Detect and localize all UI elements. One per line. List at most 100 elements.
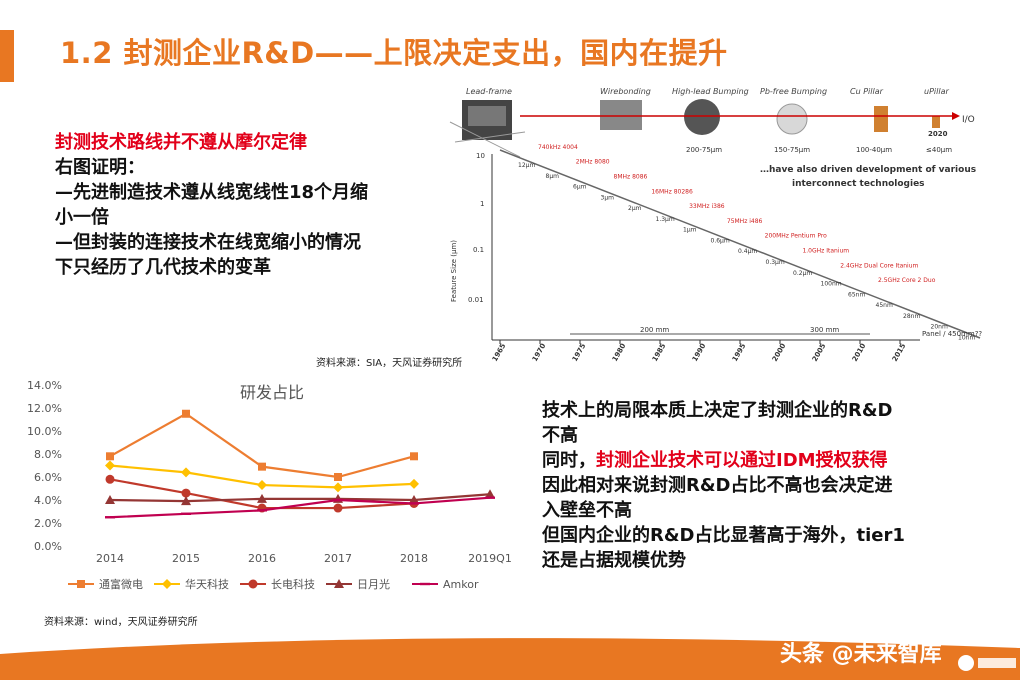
- feature-size-label: 0.4μm: [738, 248, 757, 255]
- cu-pillar-image: [874, 106, 888, 132]
- data-point: [181, 488, 191, 498]
- feature-size-label: 0.2μm: [793, 270, 812, 277]
- io-arrowhead: [952, 112, 960, 120]
- data-point: [410, 452, 418, 461]
- series-line: [109, 493, 491, 503]
- data-point: [258, 462, 266, 471]
- data-point: [409, 495, 419, 504]
- y-tick-label: 10.0%: [27, 425, 62, 438]
- legend-marker: [420, 582, 430, 586]
- legend-marker: [77, 580, 85, 588]
- x-tick-label: 1970: [531, 342, 548, 363]
- left-line: —先进制造技术遵从线宽线性18个月缩: [55, 182, 369, 203]
- year-2020: 2020: [928, 130, 948, 138]
- right-line: 入壁垒不高: [542, 500, 632, 521]
- left-line: 小一倍: [55, 207, 109, 228]
- y-tick-label: 8.0%: [34, 448, 62, 461]
- wafer-label: 300 mm: [810, 326, 839, 334]
- legend-label: 通富微电: [99, 577, 143, 591]
- left-line: 右图证明：: [55, 157, 145, 178]
- right-line: 不高: [542, 425, 578, 446]
- chart-source: 资料来源：wind，天风证券研究所: [44, 617, 198, 628]
- x-tick-group: 1965 1970 1975 1980 1985 1990 1995 2000 2005 2010…: [491, 340, 908, 363]
- data-point: [105, 460, 115, 471]
- legend-label: 长电科技: [271, 577, 315, 591]
- feature-size-label: 45nm: [876, 302, 893, 309]
- feature-size-label: 10nm: [958, 334, 975, 341]
- data-point: [409, 478, 419, 489]
- x-tick-label: 2010: [851, 342, 868, 363]
- tech-label: Lead-frame: [466, 87, 512, 96]
- data-point: [181, 467, 191, 478]
- data-point: [485, 496, 495, 499]
- data-point: [409, 502, 419, 505]
- processor-label: 200MHz Pentium Pro: [765, 233, 828, 240]
- x-tick-label: 2018: [400, 552, 428, 565]
- y-tick: 10: [476, 152, 485, 160]
- left-line: 下只经历了几代技术的变革: [55, 257, 271, 278]
- processor-label: 16MHz 80286: [651, 188, 693, 195]
- x-tick-label: 1995: [731, 342, 748, 363]
- x-tick-labels: 2014 2015 2016 2017 2018 2019Q1: [96, 552, 512, 565]
- lead-frame-image: [449, 100, 526, 158]
- data-point: [257, 480, 267, 491]
- feature-size-label: 12μm: [518, 162, 535, 169]
- right-line: 同时，封测企业技术可以通过IDM授权获得: [542, 448, 982, 473]
- series-line: [109, 496, 491, 519]
- data-point: [485, 489, 495, 499]
- y-axis-label: Feature Size (μm): [450, 240, 458, 302]
- right-line-prefix: 同时，: [542, 450, 596, 471]
- io-label: I/O: [962, 115, 975, 125]
- left-text-block: 封测技术路线并不遵从摩尔定律 右图证明： —先进制造技术遵从线宽线性18个月缩 …: [55, 130, 435, 280]
- legend-marker: [248, 579, 258, 589]
- feature-size-labels: 12μm 8μm 6μm 3μm 2μm 1.3μm 1μm 0.6μm 0.4μm 0.3μm 0…: [518, 162, 975, 341]
- tech-label: uPillar: [924, 87, 949, 96]
- legend-label: Amkor: [443, 578, 479, 591]
- processor-label: 2MHz 8080: [576, 159, 610, 166]
- y-tick-label: 12.0%: [27, 402, 62, 415]
- data-point: [105, 495, 115, 504]
- y-tick-label: 4.0%: [34, 494, 62, 507]
- data-point: [181, 512, 191, 515]
- tech-label: Pb-free Bumping: [760, 87, 827, 96]
- x-tick-label: 2016: [248, 552, 276, 565]
- y-tick-label: 0.0%: [34, 540, 62, 553]
- chart-legend: 通富微电 华天科技 长电科技 日月光 Amkor: [68, 577, 479, 591]
- series-group: [105, 409, 495, 519]
- tech-label: Cu Pillar: [850, 87, 884, 96]
- processor-labels: 740kHz 4004 2MHz 8080 8MHz 8086 16MHz 80286…: [538, 144, 936, 284]
- technology-roadmap-figure: Lead-frame Wirebonding High-lead Bumping…: [449, 87, 982, 363]
- feature-size-label: 65nm: [848, 291, 865, 298]
- feature-size-label: 8μm: [546, 173, 560, 180]
- pitch-label: 200-75μm: [686, 146, 722, 154]
- data-point: [106, 452, 114, 461]
- y-tick-label: 14.0%: [27, 379, 62, 392]
- pb-free-bump-image: [776, 103, 808, 135]
- x-tick-label: 2000: [771, 342, 788, 363]
- x-tick-label: 2014: [96, 552, 124, 565]
- processor-label: 2.5GHz Core 2 Duo: [878, 277, 936, 284]
- processor-label: 75MHz i486: [727, 218, 763, 225]
- data-point: [105, 516, 115, 519]
- footer-band: [0, 638, 1020, 680]
- right-line: 但国内企业的R&D占比显著高于海外，tier1: [542, 525, 905, 546]
- processor-label: 1.0GHz Itanium: [802, 247, 849, 254]
- processor-label: 2.4GHz Dual Core Itanium: [840, 262, 918, 269]
- rd-ratio-line-chart: 研发占比 14.0% 12.0% 10.0% 8.0% 6.0% 4.0% 2.0% 0.0%…: [27, 379, 512, 591]
- right-line-highlight: 封测企业技术可以通过IDM授权获得: [596, 450, 888, 471]
- y-tick: 0.1: [473, 246, 484, 254]
- x-tick-label: 2005: [811, 342, 828, 363]
- right-line: 技术上的局限本质上决定了封测企业的R&D: [542, 400, 893, 421]
- y-tick: 1: [480, 200, 484, 208]
- feature-size-label: 1μm: [683, 227, 697, 234]
- processor-label: 8MHz 8086: [614, 173, 648, 180]
- annotation-line-2: interconnect technologies: [792, 179, 925, 189]
- wafer-label: Panel / 450mm??: [922, 330, 982, 338]
- right-line: 因此相对来说封测R&D占比不高也会决定进: [542, 475, 893, 496]
- feature-size-label: 2μm: [628, 205, 642, 212]
- pitch-label: ≤40μm: [926, 146, 952, 154]
- tech-label: High-lead Bumping: [672, 87, 749, 96]
- feature-size-label: 28nm: [903, 313, 920, 320]
- x-tick-label: 1965: [491, 342, 508, 363]
- x-tick-label: 1990: [691, 342, 708, 363]
